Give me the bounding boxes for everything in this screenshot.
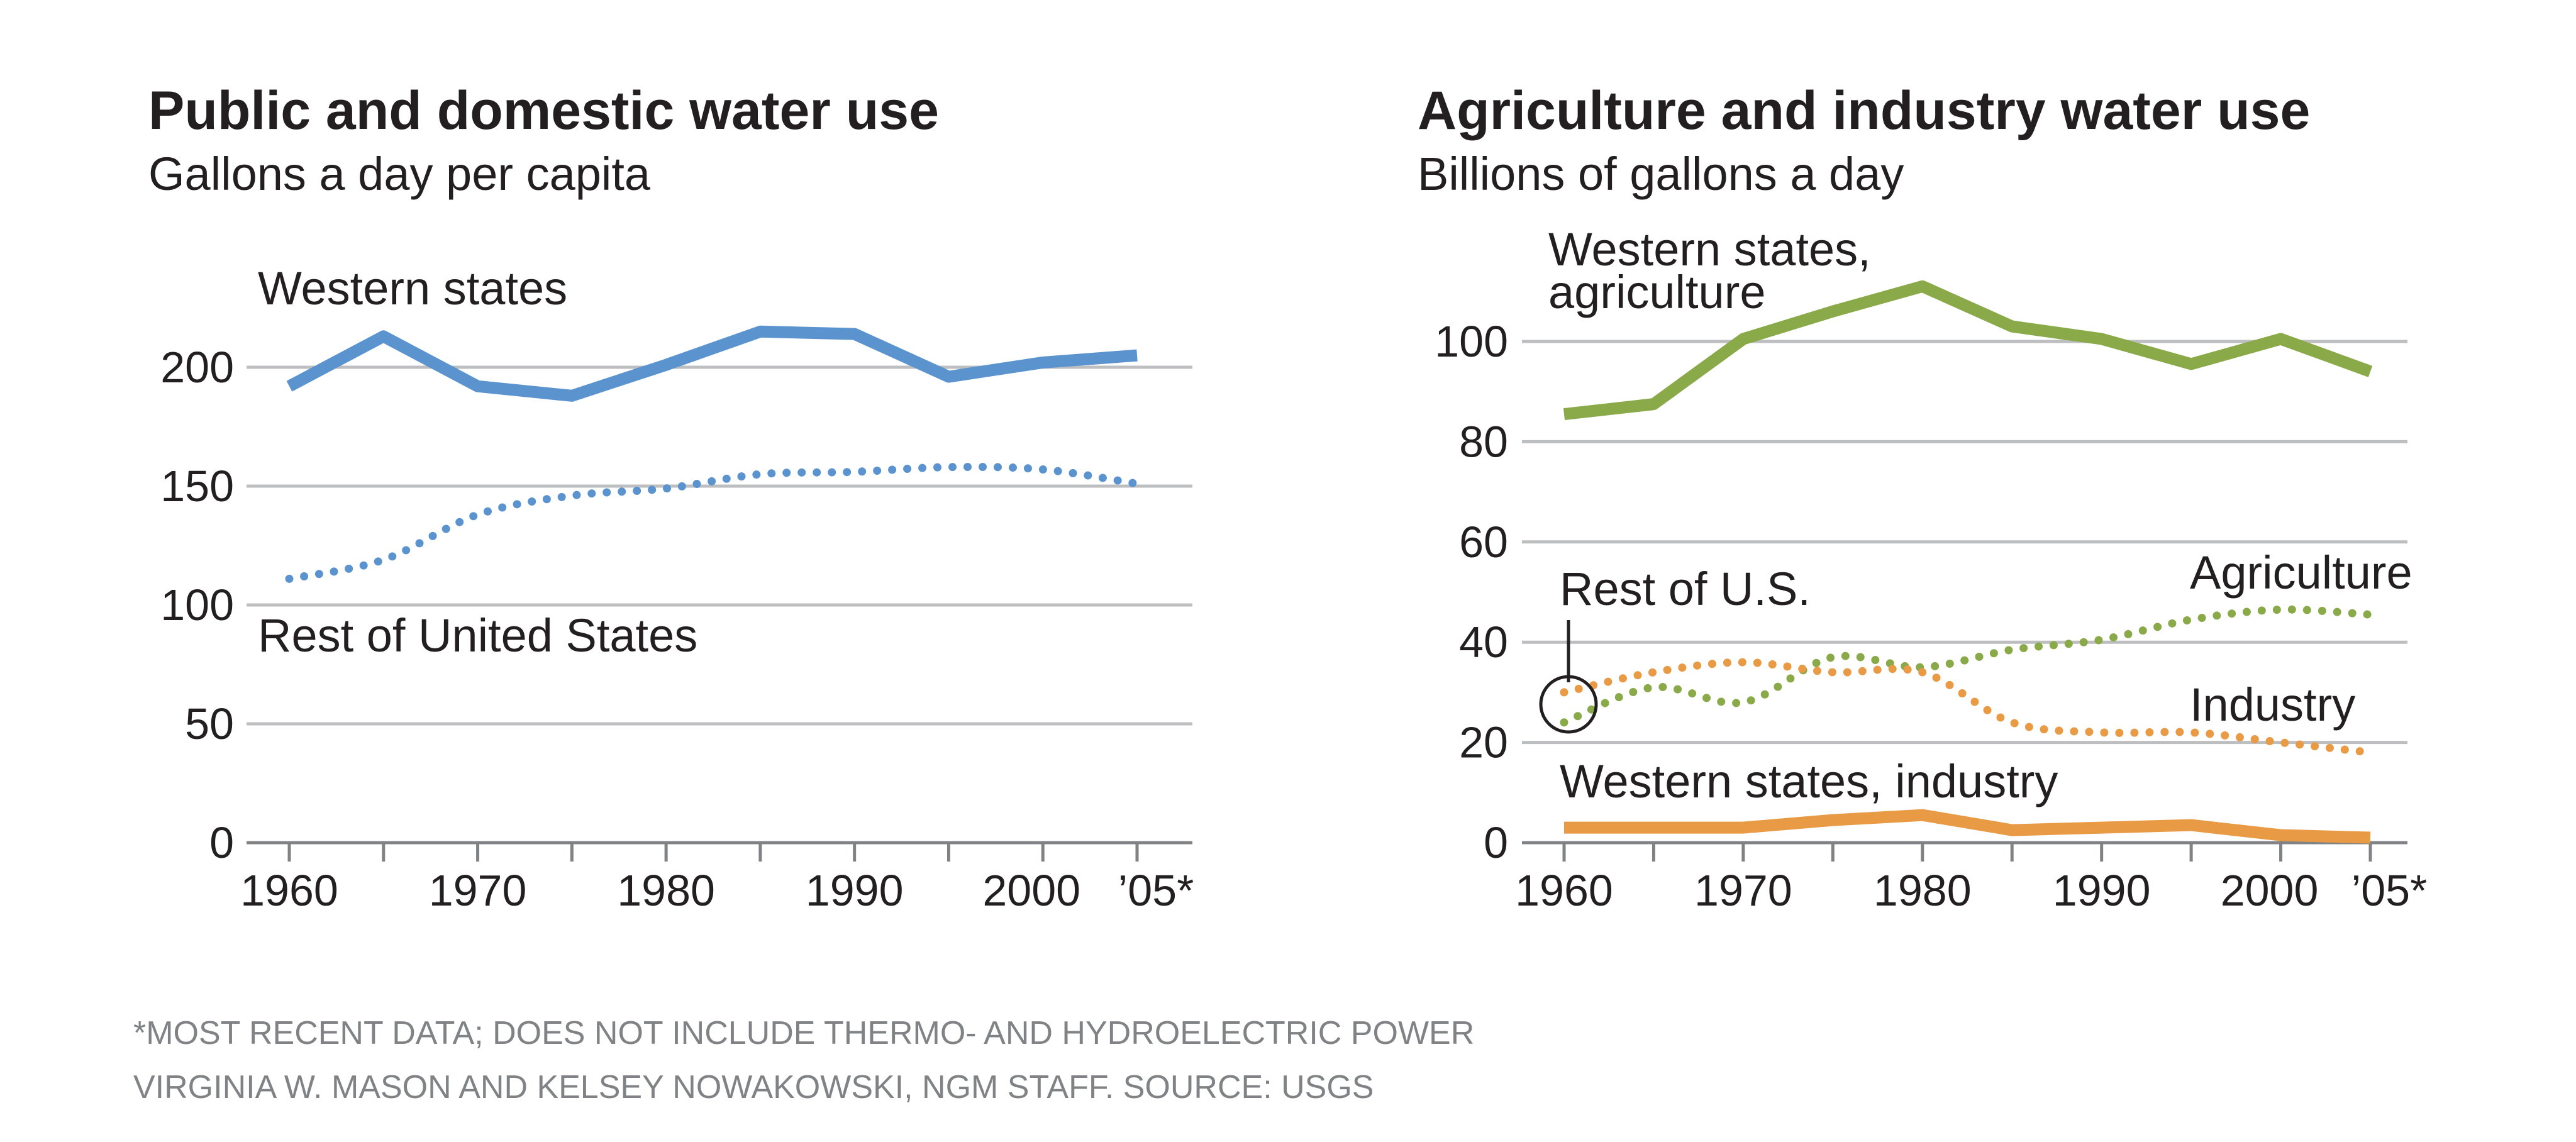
left-y-tick-50: 50 xyxy=(185,699,234,748)
label-western-ag-line2: agriculture xyxy=(1548,266,1766,318)
left-x-tick-1980: 1980 xyxy=(617,866,715,915)
right-y-tick-40: 40 xyxy=(1459,618,1508,667)
label-rest-of-united-states: Rest of United States xyxy=(258,609,697,662)
right-point-agriculture-1965 xyxy=(1653,687,1654,688)
right-point-industry-2005 xyxy=(2370,752,2371,753)
right-series-industry-dotted xyxy=(1560,658,2375,757)
left-series-group xyxy=(285,325,1141,583)
right-chart-subtitle: Billions of gallons a day xyxy=(1418,148,1904,200)
right-y-tick-60: 60 xyxy=(1459,518,1508,567)
right-point-agriculture-1970 xyxy=(1743,702,1744,703)
label-western-states-industry: Western states, industry xyxy=(1560,755,2058,807)
right-y-tick-80: 80 xyxy=(1459,417,1508,466)
label-western-states: Western states xyxy=(258,262,567,314)
left-x-tick-2000: 2000 xyxy=(982,866,1080,915)
right-chart: Agriculture and industry water use Billi… xyxy=(1418,80,2427,915)
right-x-tick-05: ’05* xyxy=(2351,866,2428,915)
left-chart-title: Public and domestic water use xyxy=(148,80,939,141)
right-x-tick-2000: 2000 xyxy=(2221,866,2319,915)
left-chart: Public and domestic water use Gallons a … xyxy=(148,80,1194,915)
right-series-group xyxy=(1560,280,2375,844)
left-x-tick-labels: 1960 1970 1980 1990 2000 ’05* xyxy=(240,843,1194,915)
left-x-tick-1990: 1990 xyxy=(806,866,904,915)
right-x-tick-labels: 1960 1970 1980 1990 2000 ’05* xyxy=(1515,843,2427,915)
left-x-tick-05: ’05* xyxy=(1118,866,1194,915)
right-x-tick-1970: 1970 xyxy=(1694,866,1792,915)
left-chart-subtitle: Gallons a day per capita xyxy=(148,148,651,200)
left-point-rest-of-united-states-1965 xyxy=(383,559,384,560)
right-chart-title: Agriculture and industry water use xyxy=(1418,80,2310,141)
credit-line: VIRGINIA W. MASON AND KELSEY NOWAKOWSKI,… xyxy=(133,1069,1374,1106)
label-rest-of-us: Rest of U.S. xyxy=(1560,563,1811,615)
right-y-tick-0: 0 xyxy=(1484,818,1508,867)
left-y-tick-200: 200 xyxy=(160,343,234,392)
label-agriculture: Agriculture xyxy=(2190,546,2412,599)
left-y-tick-0: 0 xyxy=(209,818,234,867)
label-industry: Industry xyxy=(2190,679,2355,731)
left-point-rest-of-united-states-1975 xyxy=(571,495,572,496)
left-y-tick-100: 100 xyxy=(160,580,234,629)
right-series-western-states-industry xyxy=(1564,809,2371,844)
left-y-tick-labels: 0 50 100 150 200 xyxy=(160,343,234,867)
label-western-ag-line1: Western states, xyxy=(1548,223,1871,275)
left-point-rest-of-united-states-1990 xyxy=(854,471,855,472)
left-gridlines xyxy=(247,365,1192,845)
left-series-rest-of-united-states-dotted xyxy=(285,462,1141,583)
right-x-tick-1960: 1960 xyxy=(1515,866,1613,915)
right-y-tick-20: 20 xyxy=(1459,718,1508,767)
right-y-tick-100: 100 xyxy=(1435,317,1508,366)
right-x-tick-1990: 1990 xyxy=(2053,866,2151,915)
footnote: *MOST RECENT DATA; DOES NOT INCLUDE THER… xyxy=(133,1015,1474,1051)
right-series-agriculture-dotted xyxy=(1560,605,2375,727)
left-x-tick-1970: 1970 xyxy=(429,866,527,915)
right-x-tick-1980: 1980 xyxy=(1874,866,1972,915)
left-y-tick-150: 150 xyxy=(160,462,234,511)
right-series-western-states-agriculture xyxy=(1563,280,2373,421)
rest-of-us-callout-circle xyxy=(1539,675,1598,734)
left-series-western-states xyxy=(286,325,1138,402)
left-x-tick-1960: 1960 xyxy=(240,866,338,915)
right-y-tick-labels: 0 20 40 60 80 100 xyxy=(1435,317,1508,867)
